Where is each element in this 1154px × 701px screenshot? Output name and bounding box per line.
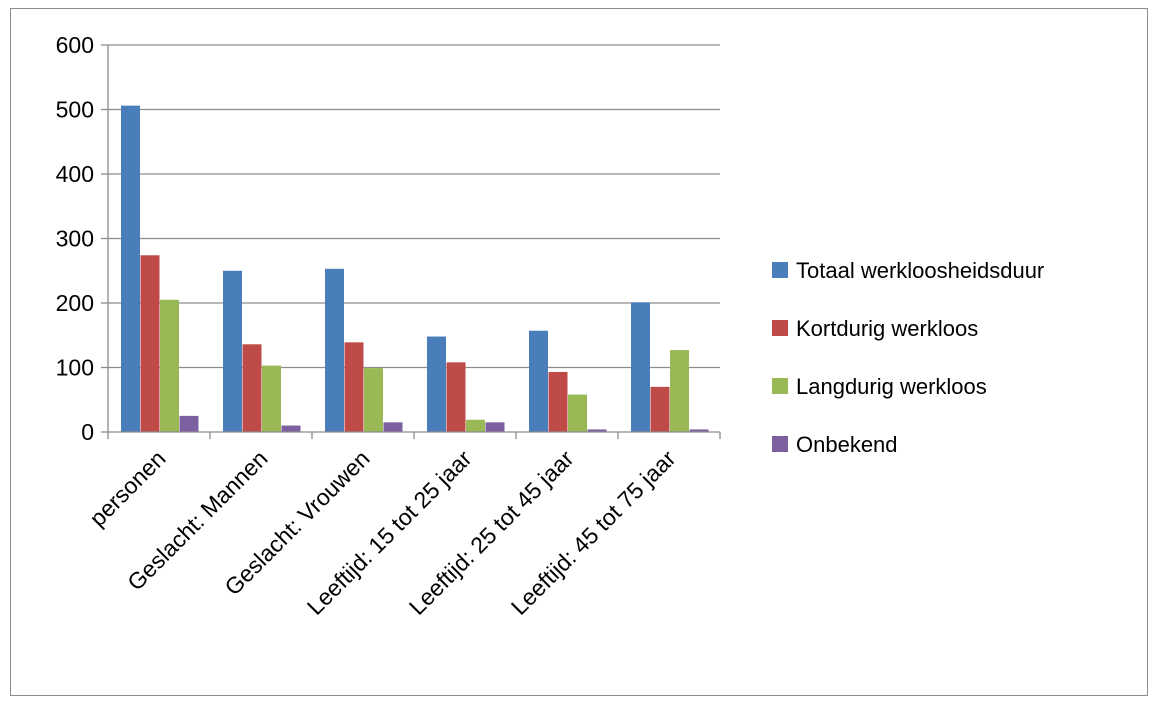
legend-label: Onbekend — [796, 432, 898, 457]
bar — [587, 429, 607, 432]
y-tick-label: 600 — [56, 32, 94, 58]
bar — [446, 362, 466, 432]
y-tick-label: 500 — [56, 97, 94, 123]
legend-swatch — [772, 262, 788, 278]
legend-label: Kortdurig werkloos — [796, 316, 978, 341]
x-tick-label: Leeftijd: 15 tot 25 jaar — [302, 445, 477, 620]
bar — [631, 302, 650, 432]
x-tick-label: Leeftijd: 45 tot 75 jaar — [506, 445, 681, 620]
x-tick-label: Leeftijd: 25 tot 45 jaar — [404, 445, 579, 620]
bar — [485, 422, 505, 432]
gridlines — [108, 44, 720, 369]
bar — [281, 425, 301, 432]
y-tick-label: 0 — [81, 419, 94, 445]
bar — [364, 368, 383, 432]
bar — [140, 255, 160, 432]
x-tick-label: personen — [84, 445, 170, 531]
y-tick-label: 200 — [56, 290, 94, 316]
bar — [529, 330, 548, 432]
y-axis: 0 100 200 300 400 500 600 — [56, 32, 109, 445]
bar — [650, 386, 670, 432]
bar — [121, 105, 140, 432]
bar — [223, 270, 242, 432]
bar — [344, 342, 364, 432]
bar — [383, 422, 403, 432]
bar — [548, 372, 568, 432]
y-tick-label: 400 — [56, 161, 94, 187]
bar — [670, 350, 689, 432]
bar — [427, 336, 446, 432]
bar — [179, 415, 199, 432]
chart-frame — [10, 8, 1148, 696]
bar — [242, 344, 262, 432]
bars — [121, 105, 709, 432]
y-tick-label: 100 — [56, 355, 94, 381]
legend-label: Totaal werkloosheidsduur — [796, 258, 1044, 283]
legend-swatch — [772, 320, 788, 336]
bar — [466, 419, 485, 432]
bar — [568, 394, 587, 432]
y-tick-label: 300 — [56, 226, 94, 252]
bar — [689, 429, 709, 432]
legend-swatch — [772, 436, 788, 452]
legend-label: Langdurig werkloos — [796, 374, 987, 399]
bar — [262, 365, 281, 432]
legend-swatch — [772, 378, 788, 394]
bar — [325, 268, 344, 432]
bar — [160, 299, 179, 432]
legend: Totaal werkloosheidsduur Kortdurig werklo… — [772, 258, 1044, 457]
